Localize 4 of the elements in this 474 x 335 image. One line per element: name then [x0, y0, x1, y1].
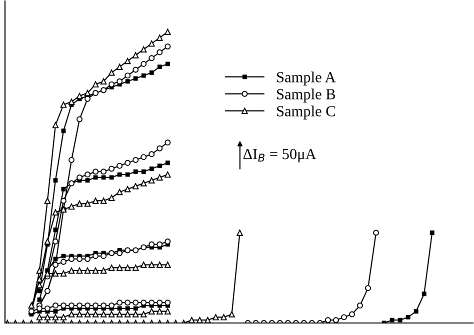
legend-label: Sample C: [277, 106, 336, 120]
legend-label: Sample B: [277, 88, 336, 102]
legend-label: Sample A: [277, 72, 336, 86]
annotation: ΔI$_{B}$ = 50μA: [243, 148, 316, 162]
